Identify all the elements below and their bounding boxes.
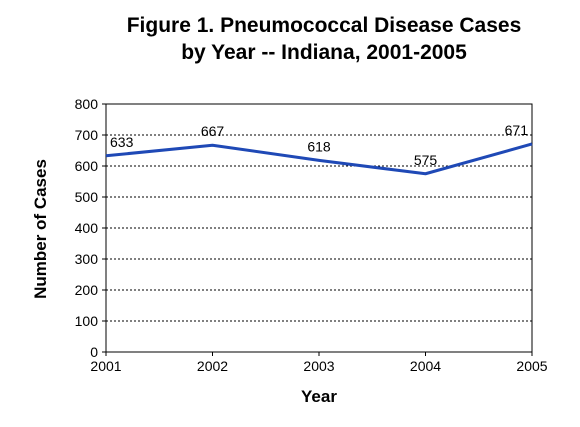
y-tick-label: 600 — [75, 158, 99, 174]
y-tick-label: 800 — [75, 96, 99, 112]
x-tick-label: 2005 — [516, 358, 547, 374]
y-axis-ticks: 0 100 200 300 400 500 600 700 800 — [75, 96, 106, 360]
y-tick-label: 500 — [75, 189, 99, 205]
gridlines — [106, 134, 532, 322]
y-tick-label: 400 — [75, 220, 99, 236]
y-tick-label: 700 — [75, 127, 99, 143]
data-label: 618 — [307, 138, 331, 154]
x-tick-label: 2001 — [90, 358, 121, 374]
x-axis-title: Year — [301, 387, 337, 406]
y-tick-label: 0 — [90, 344, 98, 360]
y-tick-label: 100 — [75, 313, 99, 329]
series-layer — [105, 142, 533, 176]
data-label: 667 — [201, 123, 225, 139]
data-labels: 633 667 618 575 671 — [110, 122, 528, 168]
data-label: 671 — [505, 122, 529, 138]
chart-title: Figure 1. Pneumococcal Disease Cases — [127, 14, 522, 37]
y-axis-title: Number of Cases — [31, 159, 50, 299]
chart-subtitle: by Year -- Indiana, 2001-2005 — [181, 41, 467, 64]
y-tick-label: 200 — [75, 282, 99, 298]
y-tick-label: 300 — [75, 251, 99, 267]
x-tick-label: 2004 — [410, 358, 441, 374]
x-tick-label: 2002 — [197, 358, 228, 374]
x-axis-ticks: 2001 2002 2003 2004 2005 — [90, 352, 548, 374]
data-label: 633 — [110, 134, 134, 150]
data-label: 575 — [414, 152, 438, 168]
x-tick-label: 2003 — [303, 358, 334, 374]
series-line — [105, 142, 533, 176]
